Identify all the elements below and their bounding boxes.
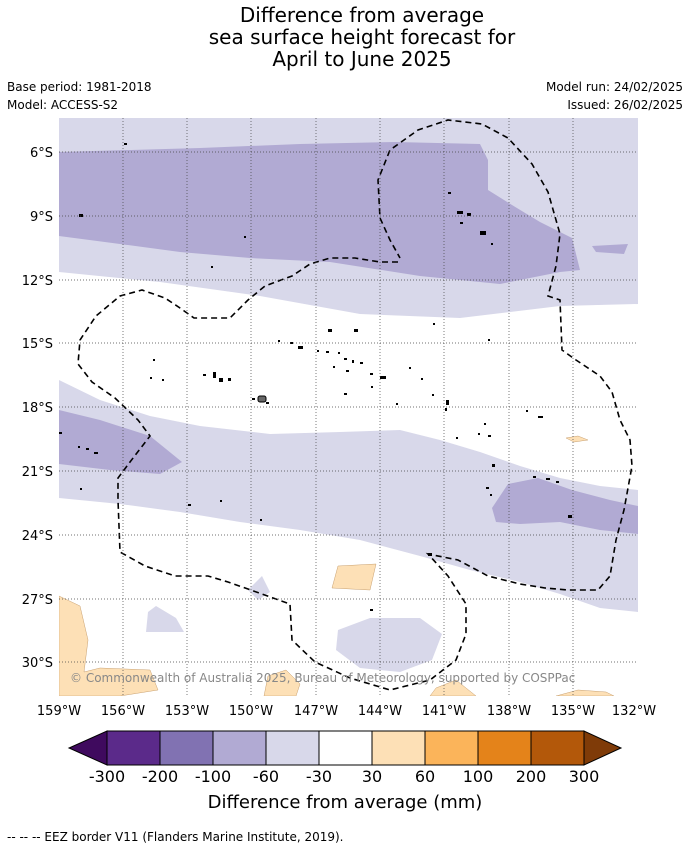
colorbar-label: -100	[194, 767, 232, 786]
anomaly-patch-south-2	[248, 576, 270, 600]
colorbar-swatch	[159, 730, 214, 766]
meta-left: Base period: 1981-2018 Model: ACCESS-S2	[7, 78, 152, 114]
lat-tick: 18°S	[22, 401, 53, 416]
lon-tick: 138°W	[487, 704, 531, 719]
anomaly-band-north-medium	[59, 142, 580, 284]
colorbar-label: -200	[141, 767, 179, 786]
lon-tick: 153°W	[165, 704, 209, 719]
eez-border	[77, 119, 633, 691]
lat-tick: 6°S	[30, 146, 53, 161]
anomaly-positive-patch-6	[565, 435, 589, 443]
lon-tick: 135°W	[551, 704, 595, 719]
base-period: Base period: 1981-2018	[7, 80, 152, 94]
colorbar-label: -30	[305, 767, 333, 786]
map-grid	[59, 118, 638, 696]
colorbar-label: -300	[88, 767, 126, 786]
lon-tick-labels: 159°W 156°W 153°W 150°W 147°W 144°W 141°…	[37, 704, 656, 719]
lon-tick: 156°W	[101, 704, 145, 719]
colorbar-swatch	[530, 730, 585, 766]
title-line-2: sea surface height forecast for	[208, 25, 516, 49]
lon-tick: 159°W	[37, 704, 81, 719]
colorbar-swatch	[265, 730, 320, 766]
lat-tick: 21°S	[22, 465, 53, 480]
anomaly-patch-south-3	[336, 618, 442, 672]
colorbar-swatch	[424, 730, 479, 766]
anomaly-patch-east	[592, 244, 628, 254]
islands	[59, 143, 572, 611]
lon-tick: 141°W	[422, 704, 466, 719]
model-name: Model: ACCESS-S2	[7, 98, 119, 112]
lat-tick: 30°S	[22, 656, 53, 671]
colorbar-label: 200	[515, 767, 547, 786]
lat-tick: 12°S	[22, 274, 53, 289]
colorbar-swatch	[318, 730, 373, 766]
model-run: Model run: 24/02/2025	[545, 80, 683, 94]
colorbar-label: 30	[361, 767, 383, 786]
colorbar-swatch	[371, 730, 426, 766]
meta-right: Model run: 24/02/2025 Issued: 26/02/2025	[546, 78, 683, 114]
anomaly-positive-patch-3	[263, 669, 301, 696]
colorbar-swatch	[106, 730, 161, 766]
anomaly-band-middle-light	[59, 380, 638, 612]
colorbar-label: 60	[414, 767, 436, 786]
colorbar-label: 100	[462, 767, 494, 786]
copyright-text: © Commonwealth of Australia 2025, Bureau…	[70, 671, 575, 685]
colorbar-swatch	[477, 730, 532, 766]
colorbar-arrow-left	[67, 730, 108, 766]
title-line-1: Difference from average	[239, 3, 485, 27]
anomaly-band-middle-west	[59, 410, 182, 474]
colorbar-label: -60	[252, 767, 280, 786]
anomaly-positive-patch-2	[59, 595, 159, 696]
anomaly-positive-patch-4	[429, 679, 477, 696]
colorbar-arrow-right	[583, 730, 623, 766]
colorbar	[67, 730, 623, 766]
chart-title: Difference from average sea surface heig…	[0, 4, 690, 70]
eez-legend-note: -- -- -- EEZ border V11 (Flanders Marine…	[7, 830, 344, 844]
map-plot-area: © Commonwealth of Australia 2025, Bureau…	[59, 118, 638, 696]
title-line-3: April to June 2025	[272, 47, 452, 71]
lon-tick: 132°W	[612, 704, 656, 719]
anomaly-positive-patch-5	[555, 689, 615, 696]
lon-tick: 150°W	[229, 704, 273, 719]
lat-tick: 24°S	[22, 529, 53, 544]
lon-tick: 147°W	[294, 704, 338, 719]
lat-tick-labels: 6°S 9°S 12°S 15°S 18°S 21°S 24°S 27°S 30…	[22, 146, 53, 671]
lon-tick: 144°W	[358, 704, 402, 719]
colorbar-label: 300	[568, 767, 600, 786]
issued-date: Issued: 26/02/2025	[567, 98, 683, 112]
anomaly-band-middle-east	[492, 478, 638, 534]
lat-tick: 15°S	[22, 337, 53, 352]
anomaly-positive-patch-1	[331, 563, 377, 591]
colorbar-title: Difference from average (mm)	[207, 792, 483, 813]
anomaly-patch-south-1	[146, 606, 184, 632]
lat-tick: 9°S	[30, 210, 53, 225]
colorbar-swatch	[212, 730, 267, 766]
lat-tick: 27°S	[22, 593, 53, 608]
